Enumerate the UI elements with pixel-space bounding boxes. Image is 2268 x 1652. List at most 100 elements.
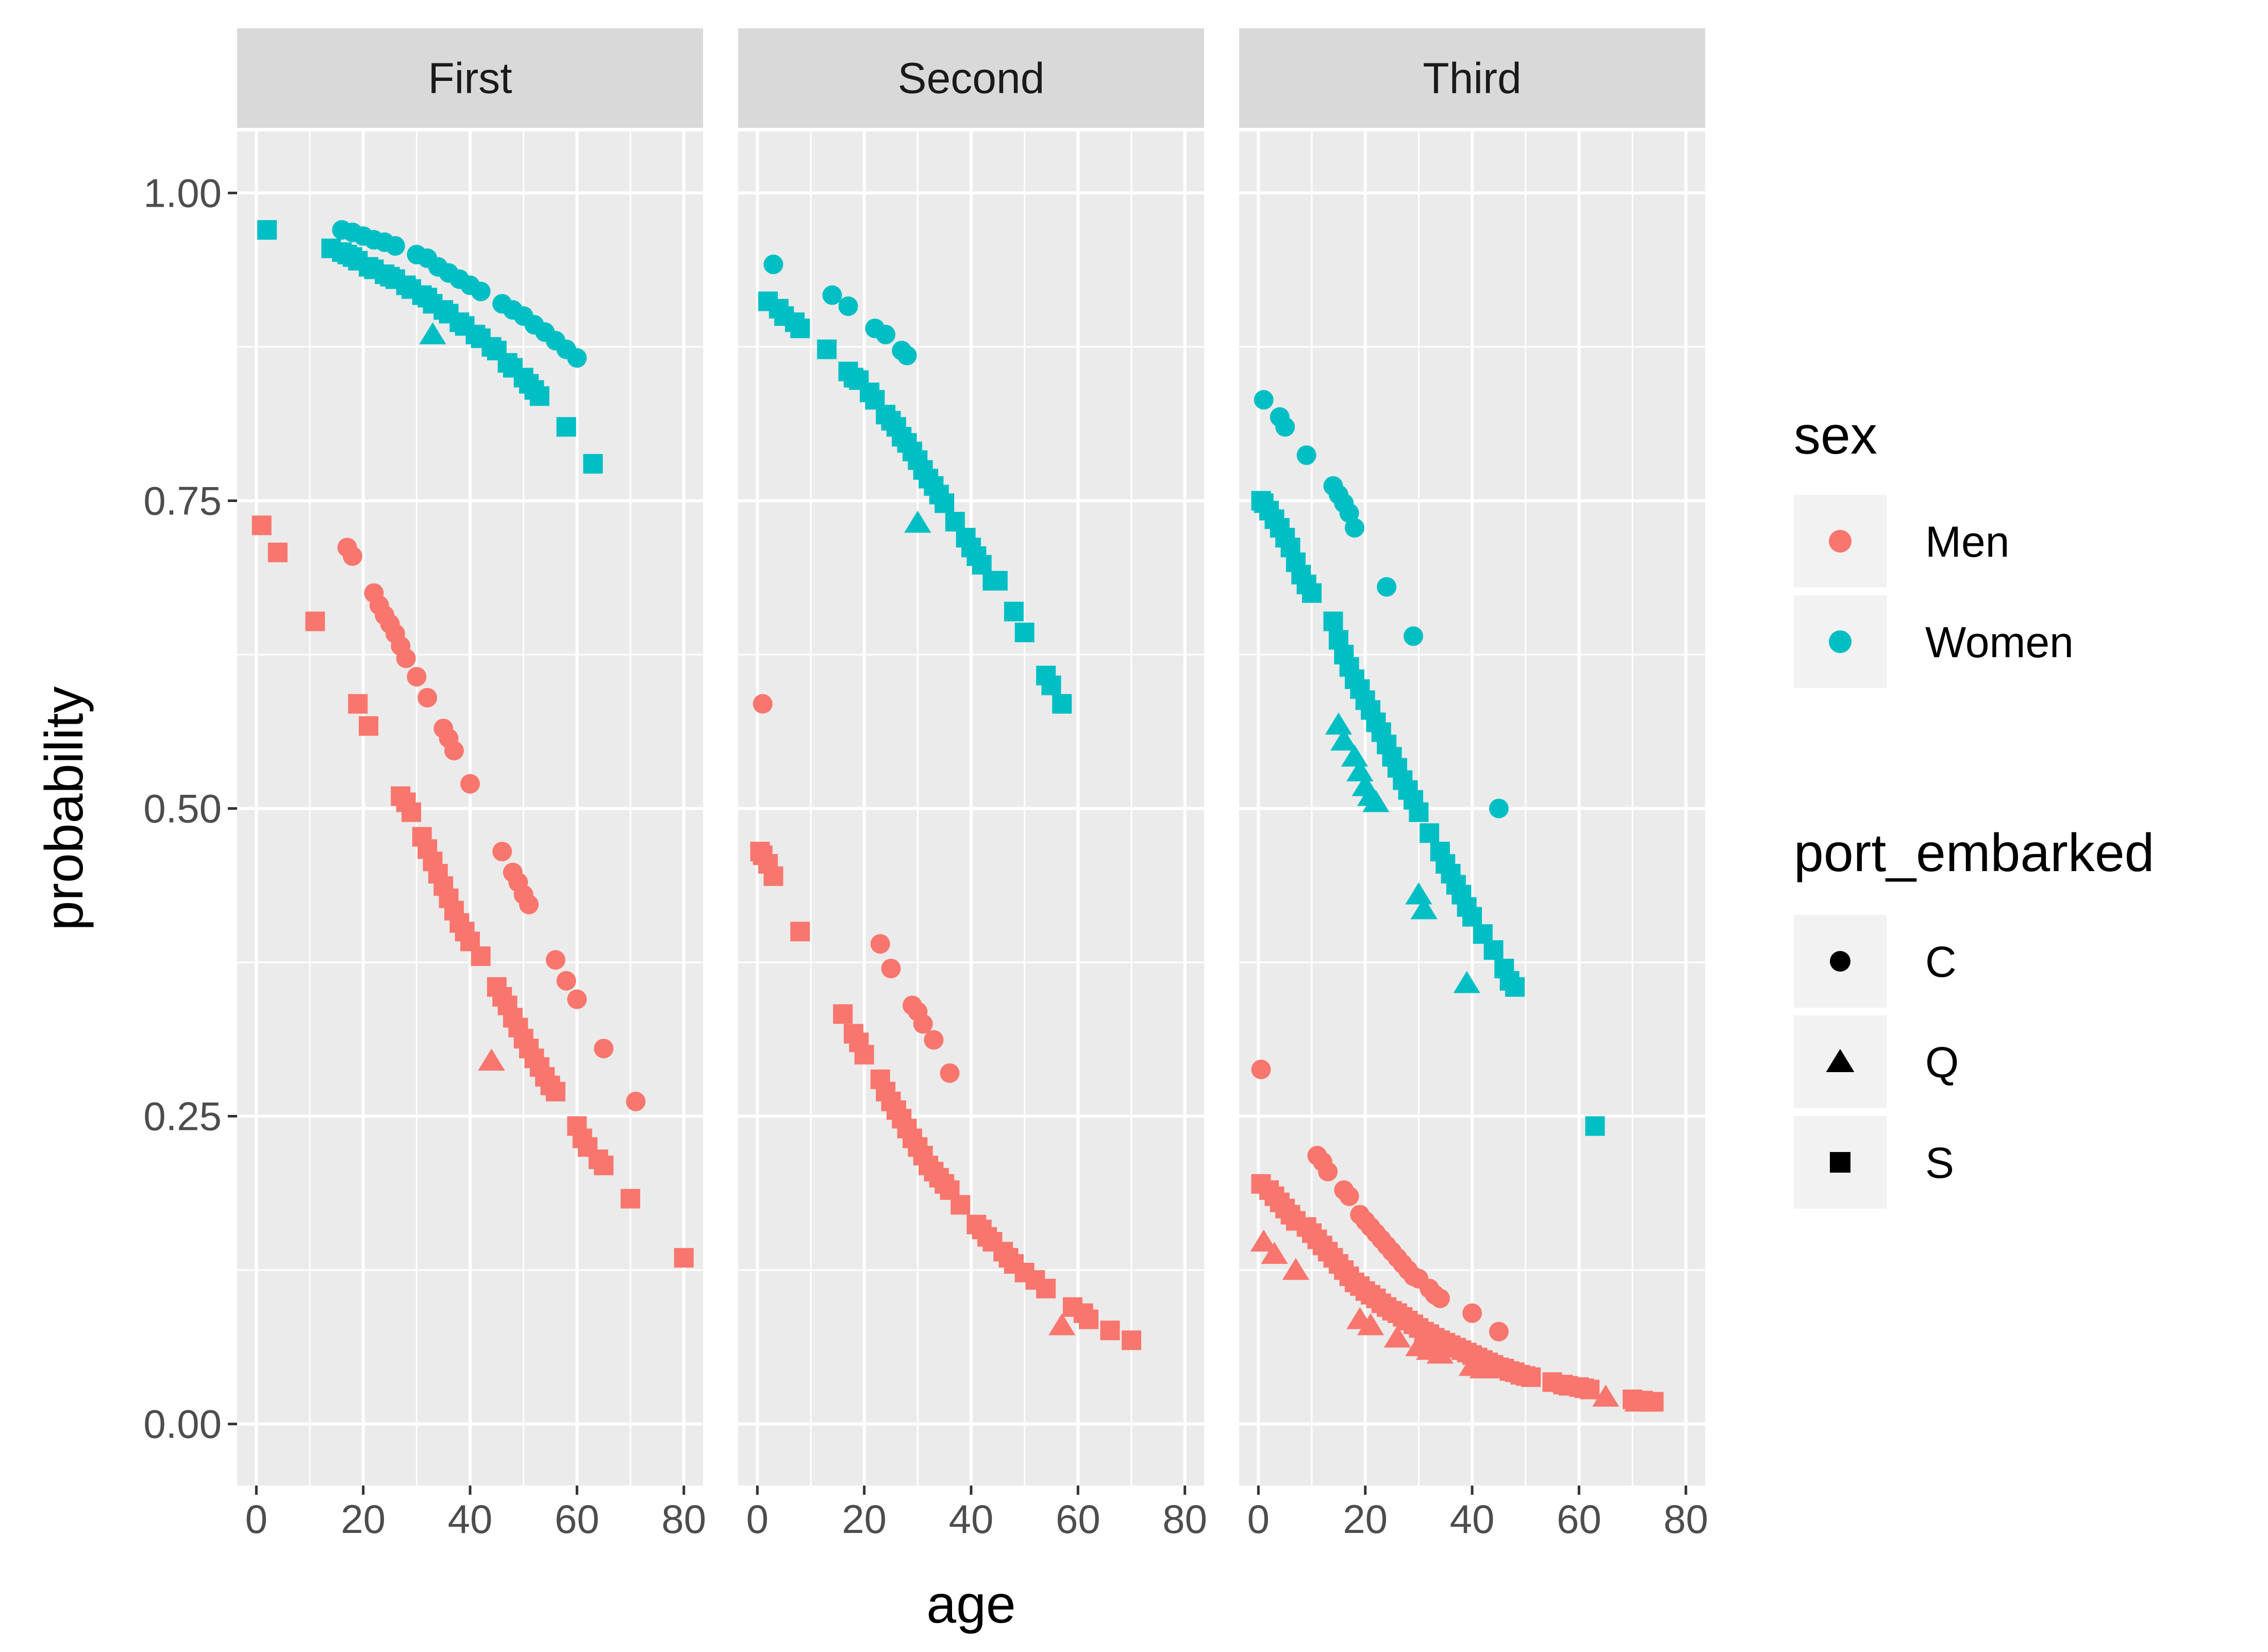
- data-point-men-s: [674, 1248, 694, 1268]
- x-tick-label: 60: [1056, 1496, 1100, 1542]
- x-tick-label: 20: [1343, 1496, 1388, 1542]
- data-point-women-s: [1483, 940, 1504, 960]
- data-point-women-s: [1004, 602, 1024, 622]
- data-point-men-c: [1489, 1322, 1509, 1342]
- data-point-men-c: [1318, 1162, 1338, 1182]
- data-point-women-s: [1014, 622, 1035, 642]
- data-point-men-q: [478, 1048, 505, 1071]
- x-tick-label: 40: [949, 1496, 994, 1542]
- legend-key-women: [1829, 630, 1852, 653]
- x-tick-label: 20: [341, 1496, 386, 1542]
- data-point-men-s: [252, 515, 272, 536]
- data-point-men-q: [1261, 1242, 1288, 1264]
- data-point-women-q: [904, 510, 931, 533]
- data-point-women-c: [822, 285, 842, 305]
- data-point-men-c: [396, 648, 416, 669]
- legend-label-men: Men: [1925, 518, 2009, 566]
- data-point-women-s: [988, 571, 1008, 591]
- data-point-men-s: [854, 1045, 874, 1065]
- data-point-men-c: [594, 1039, 614, 1059]
- data-point-women-s: [1323, 611, 1343, 631]
- data-point-men-q: [1250, 1229, 1277, 1252]
- data-point-women-s: [1409, 802, 1429, 822]
- data-point-men-c: [492, 842, 512, 862]
- y-tick-label: 0.75: [143, 478, 222, 523]
- data-point-men-s: [594, 1156, 614, 1176]
- data-point-women-c: [1377, 577, 1397, 597]
- data-point-women-s: [817, 339, 837, 359]
- data-point-men-c: [1339, 1186, 1359, 1206]
- data-point-women-c: [1403, 626, 1423, 646]
- data-point-men-s: [359, 716, 379, 736]
- data-point-women-s: [1052, 694, 1072, 714]
- legend-key-q: [1826, 1049, 1855, 1072]
- legend-key-c: [1830, 951, 1850, 972]
- data-point-men-c: [626, 1091, 646, 1111]
- x-tick-label: 60: [1557, 1496, 1602, 1542]
- data-point-men-q: [1383, 1325, 1411, 1348]
- data-point-women-s: [1420, 823, 1440, 843]
- legend-label-q: Q: [1925, 1038, 1959, 1087]
- data-point-women-q: [1325, 712, 1352, 735]
- data-point-men-s: [1580, 1379, 1600, 1399]
- legend-title-sex: sex: [1794, 406, 1877, 465]
- data-point-women-c: [1296, 445, 1316, 465]
- data-point-women-c: [763, 254, 783, 274]
- facet-strip-label: Third: [1423, 54, 1521, 103]
- x-tick-label: 20: [842, 1496, 887, 1542]
- y-tick-label: 0.25: [143, 1094, 222, 1139]
- legend-label-c: C: [1925, 938, 1957, 986]
- data-point-women-s: [1462, 907, 1482, 927]
- data-point-men-s: [790, 922, 810, 942]
- data-point-men-c: [460, 774, 480, 794]
- data-point-women-q: [1330, 728, 1358, 751]
- data-point-men-q: [1048, 1313, 1076, 1336]
- data-point-men-s: [1036, 1278, 1056, 1298]
- data-point-men-s: [1079, 1309, 1099, 1329]
- data-point-men-c: [418, 688, 438, 708]
- data-point-men-c: [870, 934, 890, 954]
- x-tick-label: 40: [448, 1496, 493, 1542]
- x-tick-label: 60: [555, 1496, 599, 1542]
- x-tick-label: 80: [1663, 1496, 1708, 1542]
- data-point-women-s: [1585, 1116, 1605, 1136]
- facet-strip-label: Second: [898, 54, 1045, 103]
- data-point-women-q: [1346, 759, 1374, 781]
- x-axis-title: age: [926, 1575, 1016, 1634]
- data-point-men-s: [401, 802, 421, 822]
- data-point-men-q: [1357, 1313, 1385, 1336]
- data-point-men-c: [519, 894, 539, 914]
- data-point-men-s: [305, 611, 325, 631]
- data-point-men-s: [833, 1004, 853, 1024]
- data-point-men-c: [753, 694, 773, 714]
- data-point-women-s: [1505, 977, 1525, 997]
- data-point-women-q: [1362, 790, 1390, 812]
- data-point-women-c: [1339, 503, 1359, 523]
- data-point-women-q: [1410, 897, 1438, 920]
- x-tick-label: 0: [245, 1496, 268, 1542]
- data-point-men-c: [567, 989, 587, 1009]
- data-point-women-c: [1254, 390, 1274, 410]
- data-point-women-q: [1453, 971, 1480, 993]
- data-point-men-c: [556, 971, 576, 991]
- data-point-men-c: [407, 666, 427, 687]
- data-point-women-s: [556, 417, 576, 437]
- data-point-men-c: [940, 1063, 960, 1083]
- legend-label-s: S: [1925, 1139, 1954, 1187]
- x-tick-label: 0: [1247, 1496, 1270, 1542]
- data-point-women-s: [935, 493, 955, 513]
- data-point-women-q: [1341, 744, 1369, 767]
- x-tick-label: 40: [1450, 1496, 1495, 1542]
- data-point-women-q: [1405, 882, 1432, 905]
- legend-title-port-embarked: port_embarked: [1794, 823, 2155, 883]
- data-point-women-s: [257, 220, 277, 240]
- data-point-men-c: [444, 741, 464, 761]
- data-point-men-c: [1430, 1288, 1450, 1308]
- y-tick-label: 0.00: [143, 1401, 222, 1447]
- data-point-men-s: [1521, 1367, 1541, 1387]
- data-point-men-s: [545, 1081, 565, 1102]
- data-point-women-q: [419, 322, 446, 345]
- y-tick-label: 0.50: [143, 786, 222, 831]
- data-point-women-s: [1041, 675, 1061, 695]
